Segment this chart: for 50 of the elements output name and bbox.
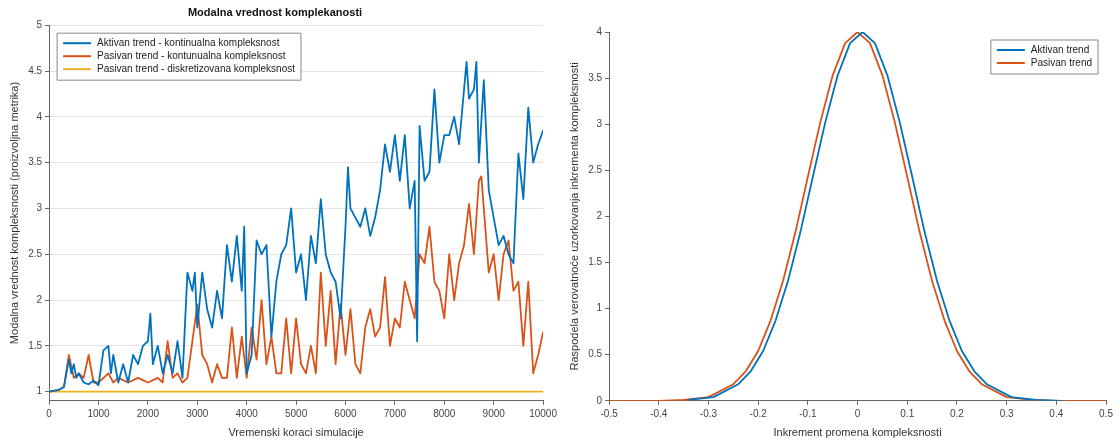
x-tick-label: 9000 <box>482 407 506 419</box>
x-tick-label: -0.1 <box>799 407 817 419</box>
y-tick-label: 3.5 <box>28 156 43 168</box>
y-tick-label: 4.5 <box>28 64 43 76</box>
x-tick-label: 0.4 <box>1049 407 1064 419</box>
legend-label: Aktivan trend <box>1030 43 1090 55</box>
x-tick-label: 0.2 <box>949 407 965 419</box>
x-tick-label: 3000 <box>186 407 209 419</box>
y-tick-label: 2.5 <box>588 164 603 176</box>
x-tick-label: 8000 <box>433 407 456 419</box>
legend-label: Pasivan trend - diskretizovana kompleksnost <box>97 62 296 74</box>
legend-label: Pasivan trend <box>1030 56 1093 68</box>
y-axis-title: Raspodela verovatnoće uzorkovanja inkrementa kompleksnosti <box>567 62 580 371</box>
x-tick-label: 1000 <box>87 407 111 419</box>
x-tick-label: 0.3 <box>999 407 1015 419</box>
y-tick-label: 4 <box>36 110 43 122</box>
y-tick-label: 3 <box>596 117 603 129</box>
legend-label: Pasivan trend - kontunualna kompleksnost <box>97 49 286 61</box>
x-tick-label: -0.5 <box>600 407 619 419</box>
y-tick-label: 2.5 <box>28 247 43 259</box>
x-tick-label: 4000 <box>235 407 259 419</box>
y-tick-label: 0.5 <box>588 348 603 360</box>
y-tick-label: 3.5 <box>588 71 603 83</box>
y-tick-label: 1.5 <box>588 256 603 268</box>
x-tick-label: 0 <box>46 407 53 419</box>
x-tick-label: 0.5 <box>1099 407 1114 419</box>
y-tick-label: 4 <box>596 25 603 37</box>
y-tick-label: 1 <box>36 385 43 397</box>
x-tick-label: -0.3 <box>699 407 718 419</box>
chart-title: Modalna vrednost komplekanosti <box>187 5 363 18</box>
x-tick-label: 6000 <box>334 407 358 419</box>
y-tick-label: 3 <box>36 202 43 214</box>
x-tick-label: -0.2 <box>749 407 768 419</box>
x-tick-label: 7000 <box>383 407 407 419</box>
y-tick-label: 0 <box>596 394 603 406</box>
x-tick-label: 0 <box>854 407 861 419</box>
legend-label: Aktivan trend - kontinualna kompleksnost <box>97 36 280 48</box>
x-tick-label: 10000 <box>529 407 558 419</box>
y-tick-label: 5 <box>36 18 43 30</box>
x-tick-label: -0.4 <box>650 407 668 419</box>
y-tick-label: 2 <box>596 210 603 222</box>
x-axis-title: Inkrement promena kompleksnosti <box>773 426 942 439</box>
x-tick-label: 0.1 <box>900 407 915 419</box>
x-tick-label: 2000 <box>136 407 160 419</box>
y-tick-label: 1.5 <box>28 339 43 351</box>
x-axis-title: Vremenski koraci simulacije <box>228 426 364 439</box>
y-tick-label: 2 <box>36 293 43 305</box>
y-axis-title: Modalna vrednost kompleksnosti (proizvoljna metrika) <box>7 81 20 345</box>
x-tick-label: 5000 <box>284 407 308 419</box>
y-tick-label: 1 <box>596 302 603 314</box>
